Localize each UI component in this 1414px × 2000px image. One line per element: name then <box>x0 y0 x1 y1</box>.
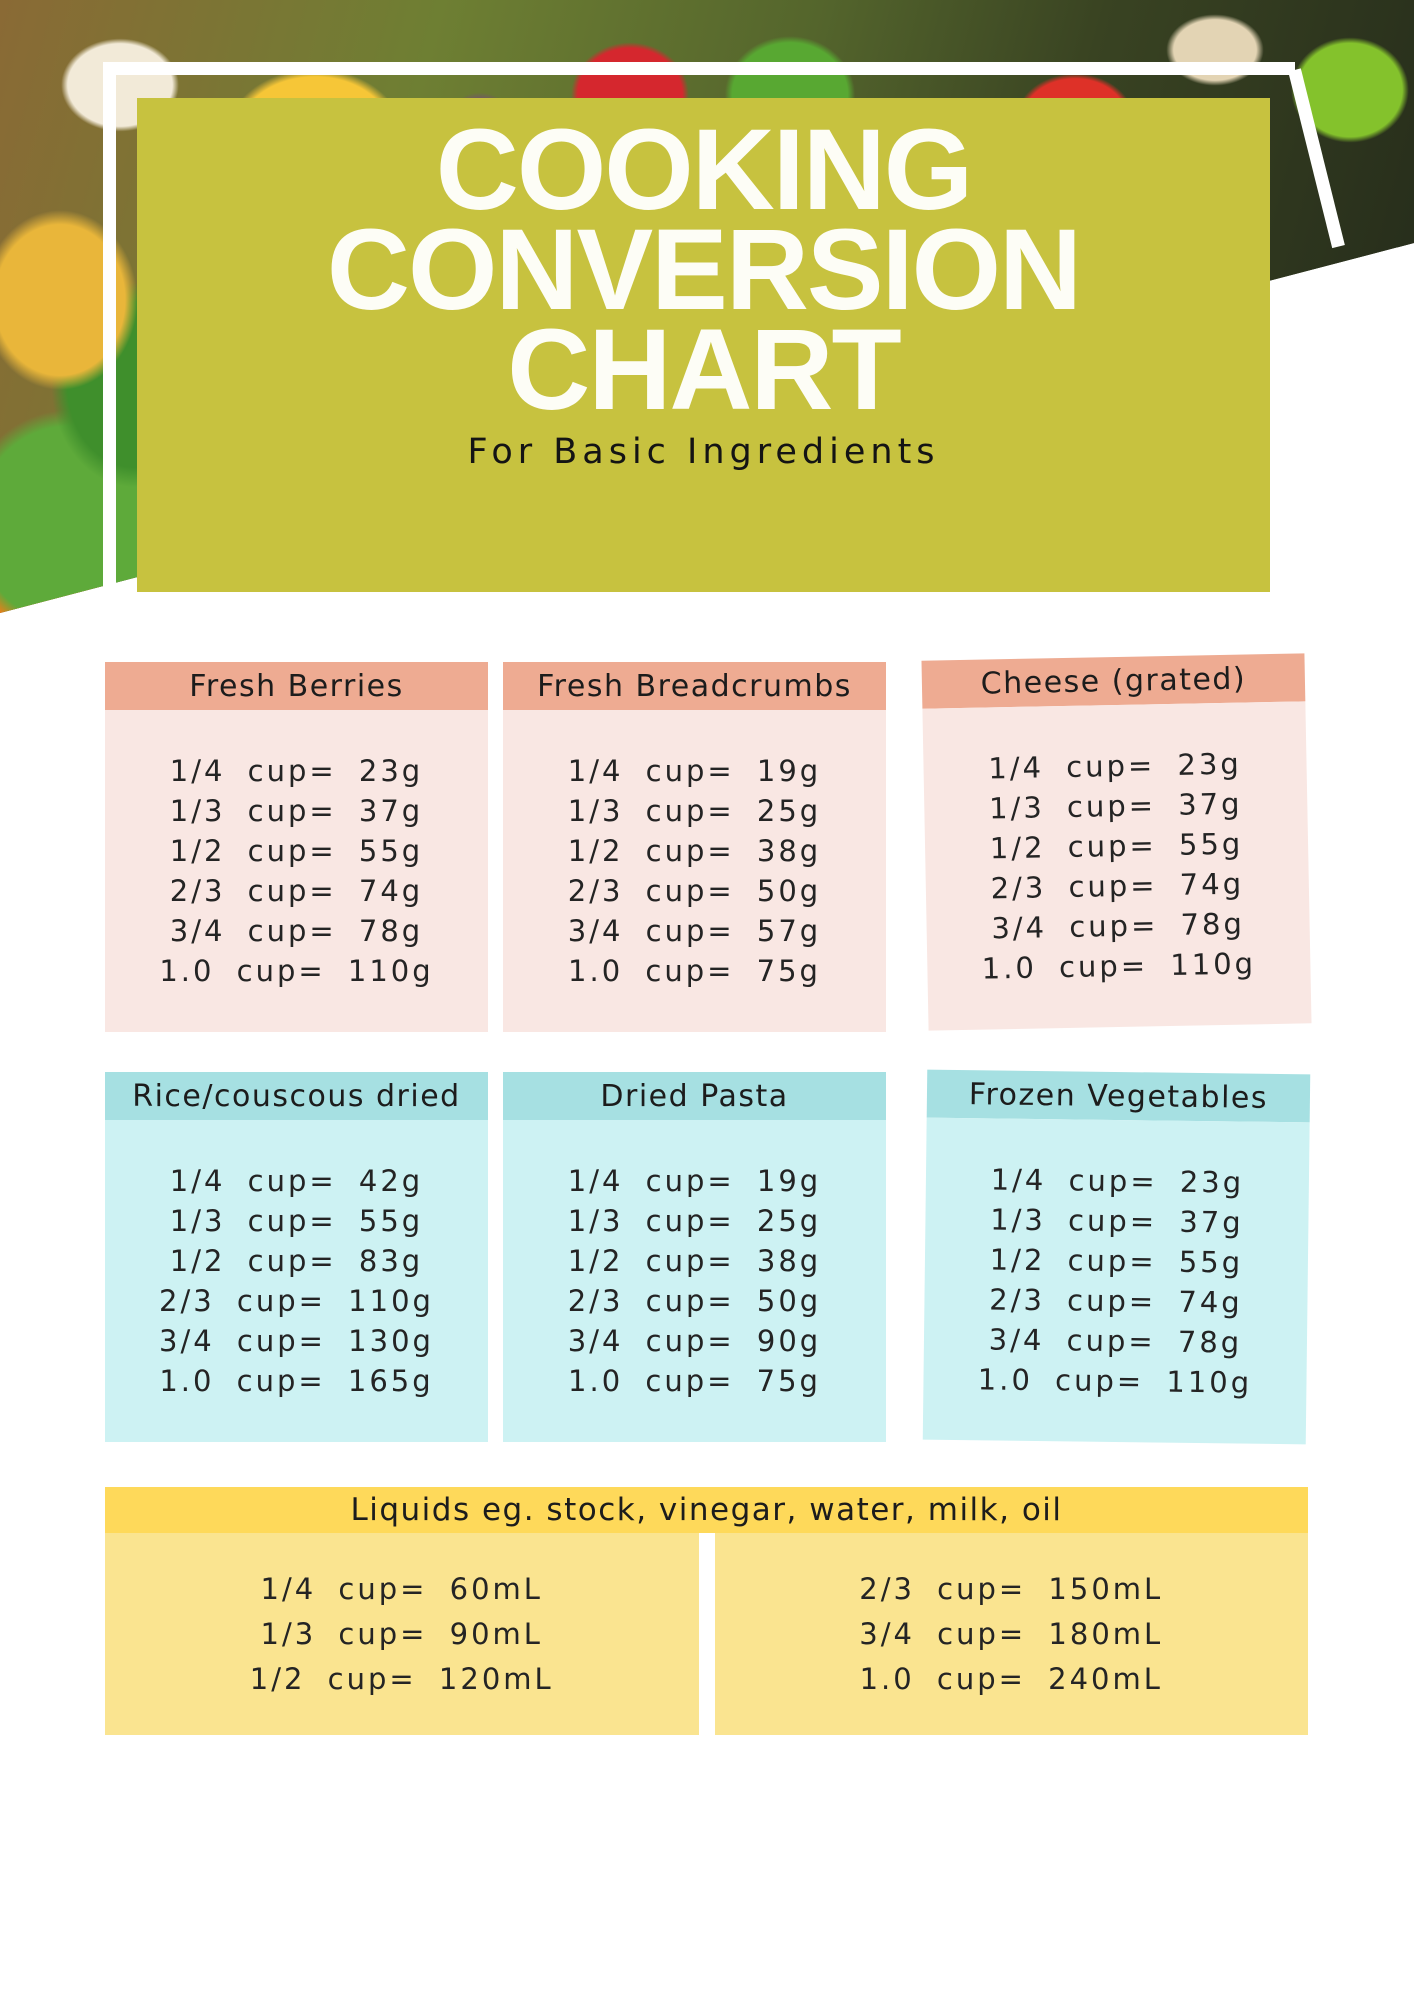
card-dried-pasta: Dried Pasta 1/4 cup= 19g 1/3 cup= 25g 1/… <box>503 1072 886 1442</box>
poster-title-line-1: COOKING <box>435 106 973 234</box>
card-fresh-breadcrumbs: Fresh Breadcrumbs 1/4 cup= 19g 1/3 cup= … <box>503 662 886 1032</box>
conversion-row: 1.0 cup= 110g <box>981 946 1257 986</box>
conversion-row: 2/3 cup= 74g <box>990 866 1245 906</box>
conversion-row: 3/4 cup= 78g <box>991 906 1246 946</box>
card-title: Fresh Berries <box>105 662 488 710</box>
photo-frame-left-bar <box>103 62 116 612</box>
conversion-row: 1/2 cup= 38g <box>567 1244 822 1278</box>
conversion-row: 1.0 cup= 75g <box>568 954 821 988</box>
conversion-row: 2/3 cup= 74g <box>169 874 424 908</box>
card-title: Rice/couscous dried <box>105 1072 488 1120</box>
liquids-row: 1/3 cup= 90mL <box>260 1616 543 1651</box>
conversion-row: 1.0 cup= 165g <box>159 1364 434 1398</box>
card-rice-couscous-dried: Rice/couscous dried 1/4 cup= 42g 1/3 cup… <box>105 1072 488 1442</box>
liquids-row: 2/3 cup= 150mL <box>859 1571 1164 1606</box>
card-body: 1/4 cup= 19g 1/3 cup= 25g 1/2 cup= 38g 2… <box>503 1120 886 1442</box>
conversion-row: 3/4 cup= 57g <box>567 914 822 948</box>
conversion-row: 2/3 cup= 50g <box>567 1284 822 1318</box>
liquids-column-left: 1/4 cup= 60mL 1/3 cup= 90mL 1/2 cup= 120… <box>105 1533 699 1735</box>
conversion-row: 1/3 cup= 37g <box>988 786 1243 826</box>
conversion-row: 1/3 cup= 25g <box>567 794 822 828</box>
conversion-row: 1/2 cup= 83g <box>169 1244 424 1278</box>
poster-title-line-3: CHART <box>507 306 901 434</box>
conversion-row: 1.0 cup= 110g <box>159 954 434 988</box>
card-body: 1/4 cup= 23g 1/3 cup= 37g 1/2 cup= 55g 2… <box>105 710 488 1032</box>
liquids-section: Liquids eg. stock, vinegar, water, milk,… <box>105 1487 1308 1735</box>
conversion-row: 1/2 cup= 55g <box>989 1242 1244 1280</box>
conversion-row: 1/3 cup= 55g <box>169 1204 424 1238</box>
conversion-row: 3/4 cup= 130g <box>159 1324 434 1358</box>
conversion-row: 1/4 cup= 23g <box>988 746 1243 786</box>
conversion-row: 1/4 cup= 42g <box>169 1164 424 1198</box>
card-title: Frozen Vegetables <box>926 1069 1311 1123</box>
conversion-row: 1/3 cup= 25g <box>567 1204 822 1238</box>
conversion-row: 2/3 cup= 74g <box>989 1282 1243 1320</box>
card-title: Cheese (grated) <box>921 653 1306 709</box>
liquids-row: 1.0 cup= 240mL <box>859 1661 1163 1696</box>
card-body: 1/4 cup= 42g 1/3 cup= 55g 1/2 cup= 83g 2… <box>105 1120 488 1442</box>
conversion-row: 1/4 cup= 23g <box>990 1162 1245 1200</box>
conversion-row: 1.0 cup= 75g <box>568 1364 821 1398</box>
conversion-row: 1/2 cup= 38g <box>567 834 822 868</box>
conversion-row: 1/4 cup= 23g <box>169 754 424 788</box>
liquids-row: 1/2 cup= 120mL <box>249 1661 554 1696</box>
card-body: 1/4 cup= 23g 1/3 cup= 37g 1/2 cup= 55g 2… <box>922 701 1312 1031</box>
poster-subtitle: For Basic Ingredients <box>467 432 940 472</box>
conversion-row: 1/3 cup= 37g <box>990 1202 1244 1240</box>
card-title: Dried Pasta <box>503 1072 886 1120</box>
photo-frame-top-bar <box>103 62 1295 75</box>
conversion-row: 3/4 cup= 90g <box>567 1324 822 1358</box>
liquids-divider <box>698 1533 715 1735</box>
liquids-row: 3/4 cup= 180mL <box>859 1616 1164 1651</box>
card-body: 1/4 cup= 23g 1/3 cup= 37g 1/2 cup= 55g 2… <box>922 1117 1310 1445</box>
card-frozen-vegetables: Frozen Vegetables 1/4 cup= 23g 1/3 cup= … <box>922 1069 1311 1445</box>
poster-title-line-2: CONVERSION <box>326 206 1082 334</box>
title-banner: COOKING CONVERSION CHART For Basic Ingre… <box>137 98 1270 592</box>
conversion-row: 1.0 cup= 110g <box>977 1362 1253 1400</box>
conversion-row: 1/4 cup= 19g <box>567 1164 822 1198</box>
conversion-row: 1/2 cup= 55g <box>169 834 424 868</box>
liquids-body: 1/4 cup= 60mL 1/3 cup= 90mL 1/2 cup= 120… <box>105 1533 1308 1735</box>
conversion-row: 3/4 cup= 78g <box>169 914 424 948</box>
conversion-row: 2/3 cup= 50g <box>567 874 822 908</box>
card-body: 1/4 cup= 19g 1/3 cup= 25g 1/2 cup= 38g 2… <box>503 710 886 1032</box>
conversion-row: 1/3 cup= 37g <box>169 794 424 828</box>
card-title: Fresh Breadcrumbs <box>503 662 886 710</box>
conversion-row: 3/4 cup= 78g <box>988 1322 1243 1360</box>
liquids-column-right: 2/3 cup= 150mL 3/4 cup= 180mL 1.0 cup= 2… <box>714 1533 1308 1735</box>
conversion-row: 1/4 cup= 19g <box>567 754 822 788</box>
liquids-row: 1/4 cup= 60mL <box>260 1571 543 1606</box>
card-fresh-berries: Fresh Berries 1/4 cup= 23g 1/3 cup= 37g … <box>105 662 488 1032</box>
liquids-title: Liquids eg. stock, vinegar, water, milk,… <box>105 1487 1308 1533</box>
card-cheese-grated: Cheese (grated) 1/4 cup= 23g 1/3 cup= 37… <box>921 653 1312 1031</box>
conversion-row: 1/2 cup= 55g <box>989 826 1244 866</box>
conversion-row: 2/3 cup= 110g <box>159 1284 434 1318</box>
